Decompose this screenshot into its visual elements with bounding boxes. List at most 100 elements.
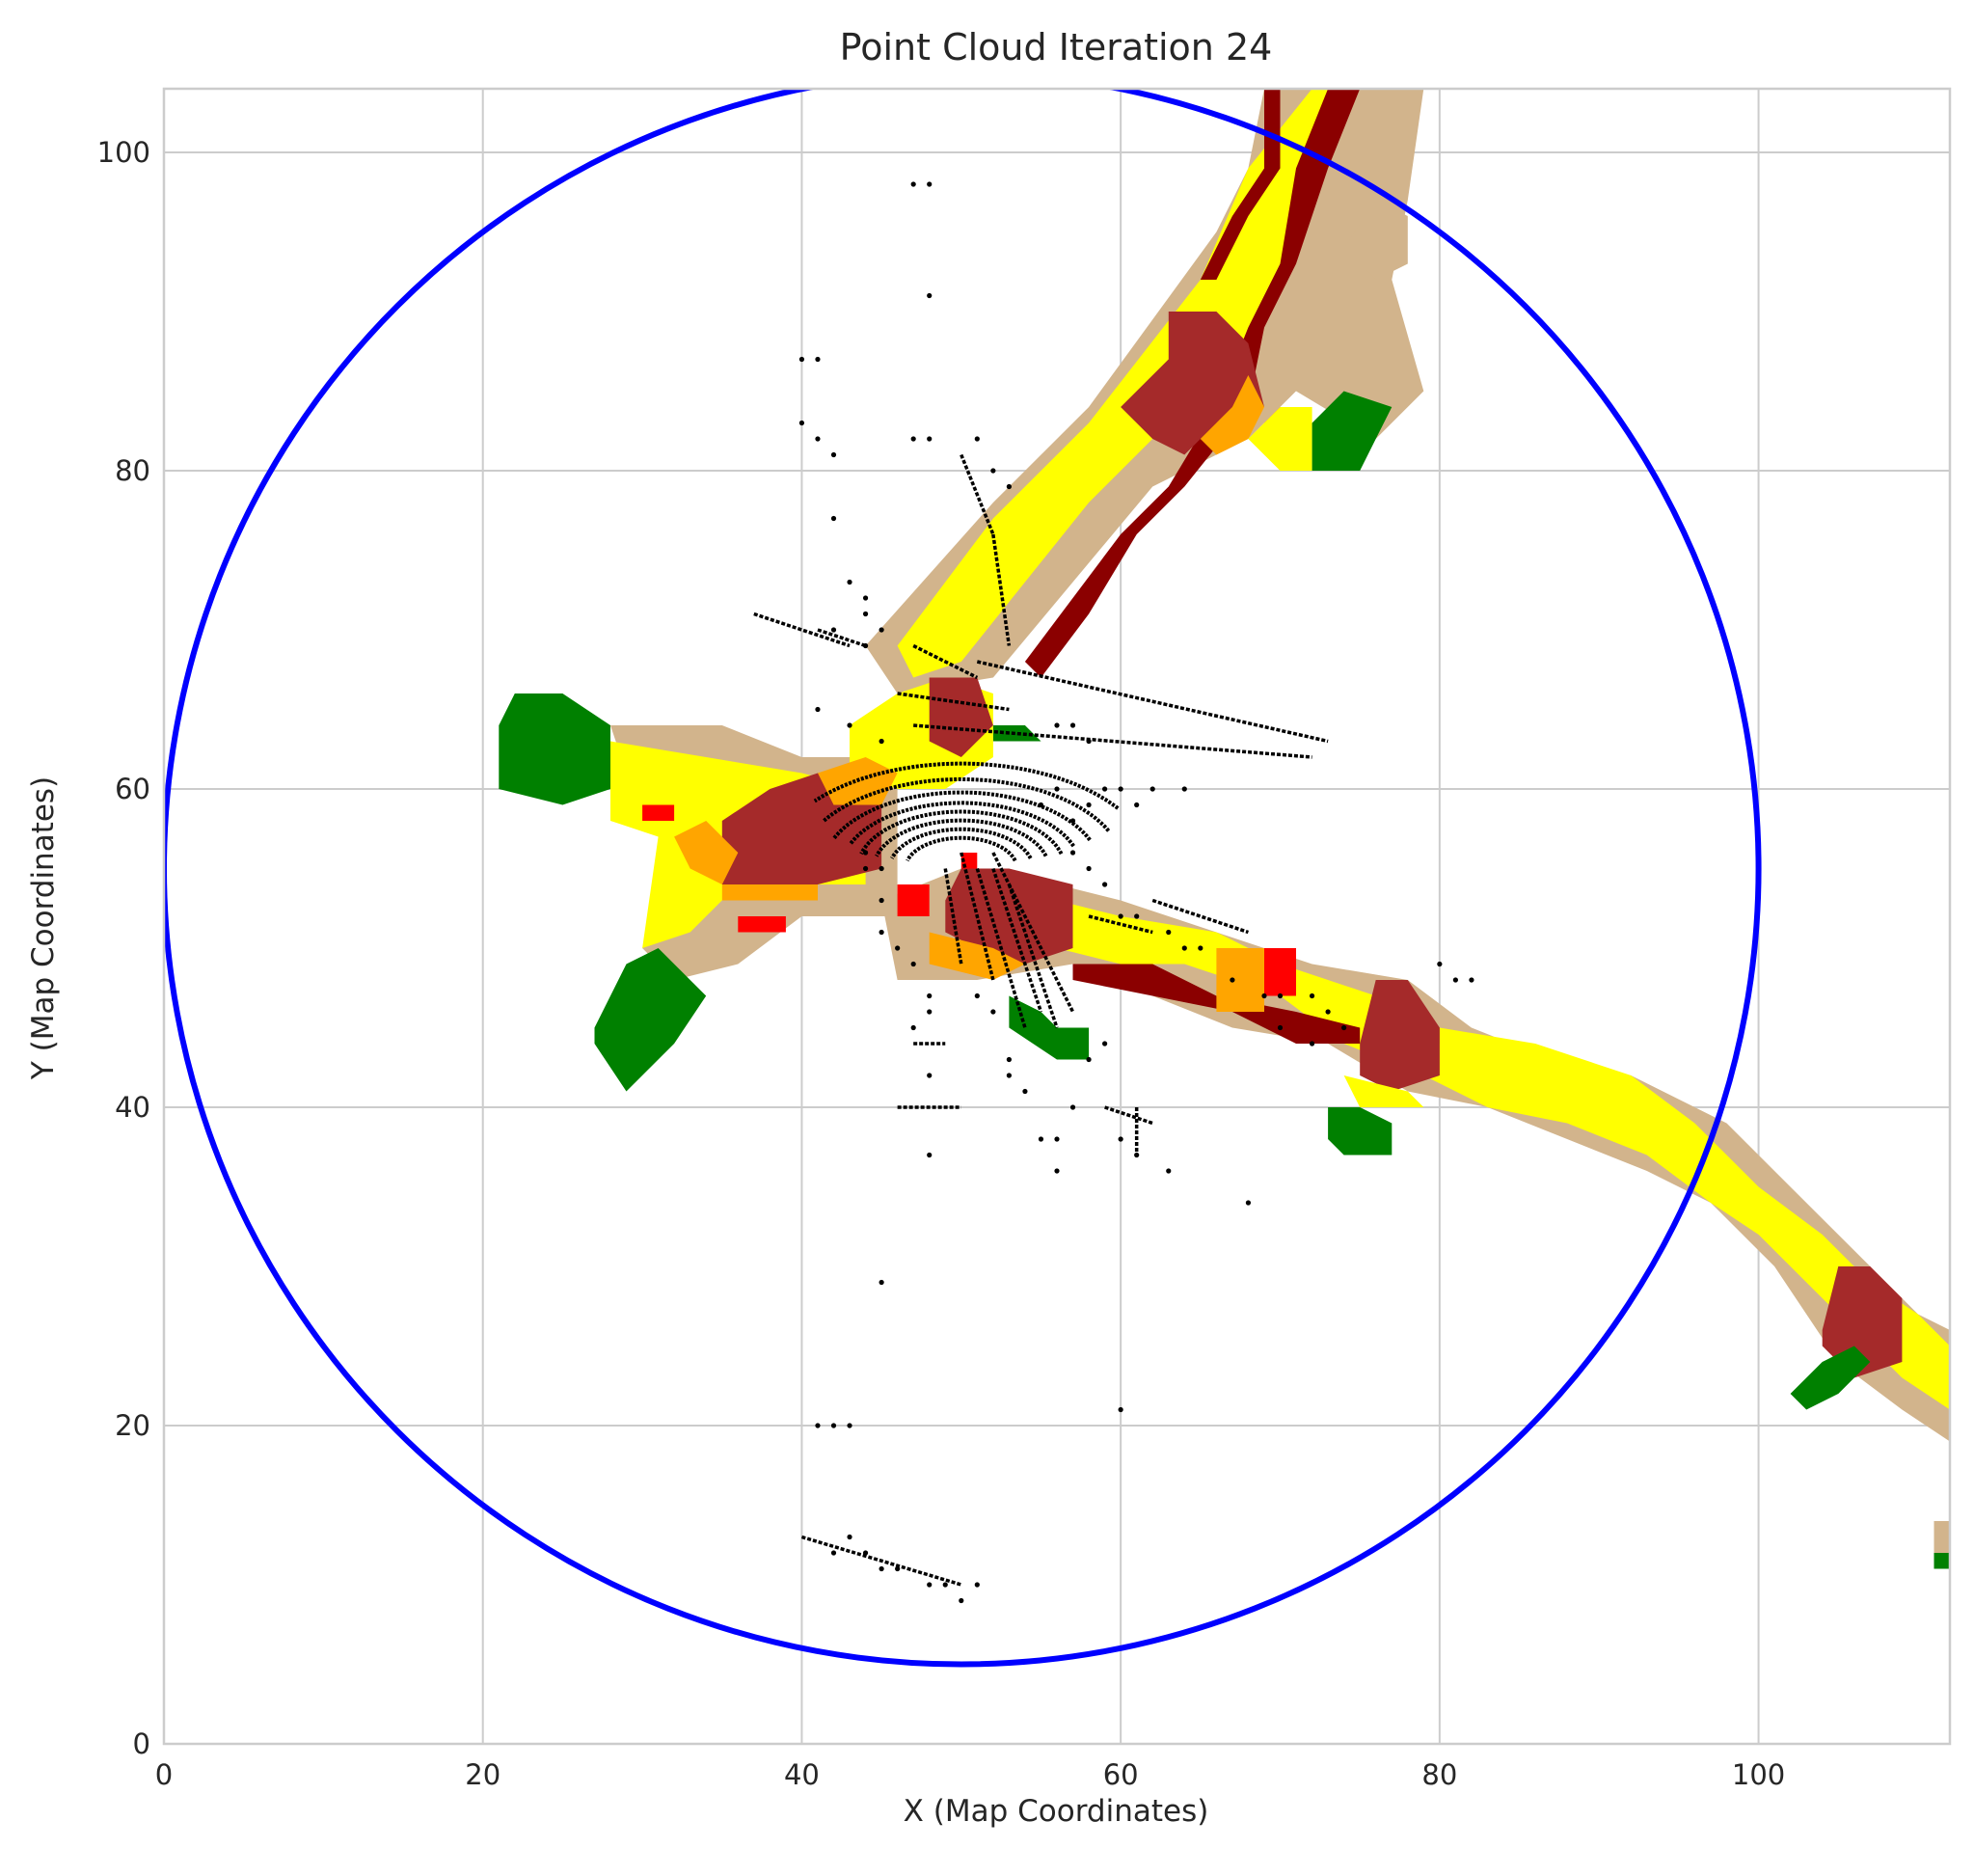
cloud-point [862,865,869,872]
chart-title: Point Cloud Iteration 24 [840,26,1273,68]
x-tick-label: 0 [155,1758,173,1791]
cloud-point [830,1423,837,1428]
w-green-bottom [594,948,707,1092]
cloud-point [1086,802,1092,808]
cloud-point [895,1565,901,1572]
cloud-point [1309,1041,1315,1047]
cloud-point [830,451,837,458]
scan-segment [991,852,1075,1013]
ne-road-yellow [897,89,1361,678]
se-yellow-bottom [1343,1075,1424,1107]
cloud-point [1118,1406,1123,1413]
cloud-point [862,1550,869,1556]
plot-frame [162,87,1952,1746]
cloud-point [910,436,916,442]
y-tick-label: 20 [115,1409,150,1442]
cloud-point [1181,945,1187,951]
cloud-point [1118,1136,1123,1142]
cloud-point [1006,1056,1012,1063]
cloud-point [862,850,869,856]
se-brown-2 [1822,1266,1903,1378]
occupancy-regions [499,89,1950,1569]
cloud-point [959,1597,964,1604]
cloud-point [1181,786,1187,792]
cloud-point [1198,945,1203,951]
cloud-point [1118,913,1123,919]
center-brown [929,677,993,757]
scan-segment [991,867,1043,1013]
cloud-point [1054,722,1060,728]
cloud-point [1069,850,1076,856]
range-circle-group [164,89,1762,1668]
cloud-point [847,1534,852,1540]
scan-segment [943,868,963,965]
cloud-point [974,992,980,999]
cloud-point [1341,1024,1347,1031]
scan-segment [912,643,979,680]
x-tick-label: 100 [1732,1758,1785,1791]
x-axis-label: X (Map Coordinates) [904,1794,1209,1829]
scan-arc [906,835,1017,862]
cloud-point [927,1073,933,1078]
cloud-point [927,292,933,299]
cloud-point [895,945,901,951]
cloud-point [1102,882,1108,887]
cloud-point [1469,977,1474,983]
cloud-point [1166,1168,1172,1174]
cloud-point [1038,1136,1044,1142]
cloud-point [910,1024,916,1031]
ne-road-darkred [1024,89,1361,678]
se-tan-corner [1933,1521,1950,1553]
cloud-point [1134,802,1140,808]
scan-segment [913,723,1312,759]
scan-segment [1088,914,1153,935]
point-cloud [753,181,1474,1604]
ne-orange [1200,375,1264,455]
scan-segment [960,453,995,535]
scan-segment [753,612,851,648]
w-green-left [499,693,610,805]
cloud-point [1102,786,1108,792]
cloud-point [1277,1024,1284,1031]
ne-road-darkred-left [1200,89,1281,280]
scan-segment [991,533,1012,646]
cloud-point [1022,1088,1028,1095]
w-red-2 [738,916,786,933]
cloud-point [927,992,933,999]
w-red [642,804,675,821]
se-green-2 [1790,1346,1871,1410]
cloud-point [1054,1136,1060,1142]
cloud-point [1086,865,1092,872]
range-circle [164,89,1762,1668]
y-tick-label: 40 [115,1091,150,1124]
y-axis-ticks: 0 20 40 60 80 100 [97,136,150,1760]
cloud-point [1309,992,1315,999]
cloud-point [847,1423,852,1428]
center-green-north [992,725,1041,742]
scan-segment [975,867,1027,1029]
se-road-yellow [1057,900,1950,1410]
cloud-point [1118,786,1123,792]
ne-green [1311,391,1393,471]
w-orange [674,821,739,884]
cloud-point [830,627,837,633]
cloud-point [1261,992,1267,999]
se-orange-1 [1216,948,1264,1012]
cloud-point [1086,738,1092,745]
cloud-point [879,929,884,936]
scan-segment [1007,884,1059,1029]
scan-segment [1151,898,1249,935]
x-tick-label: 20 [465,1758,500,1791]
cloud-point [910,181,916,187]
scan-arc [859,809,1064,856]
cloud-point [1038,802,1044,808]
cloud-point [974,1582,980,1588]
x-tick-label: 80 [1421,1758,1457,1791]
center-orange-south [929,932,1025,980]
cloud-point [1054,1168,1060,1174]
x-tick-label: 40 [784,1758,820,1791]
w-orange-2 [721,884,818,901]
cloud-point [1277,992,1284,999]
cloud-point [847,579,852,585]
